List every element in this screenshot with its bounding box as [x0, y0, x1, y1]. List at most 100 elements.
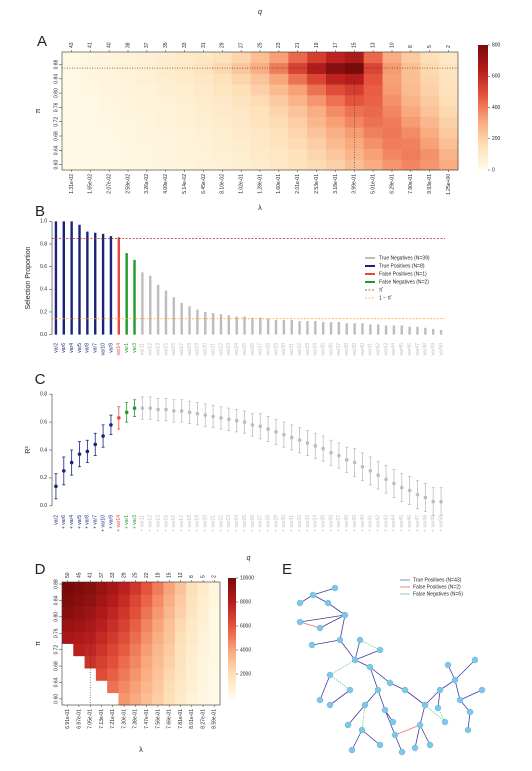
heat-cell: [152, 594, 164, 607]
network-edge: [351, 729, 363, 751]
x-tick-label: 7.81e-01: [178, 709, 184, 729]
heat-cell: [307, 52, 327, 64]
point: [329, 450, 333, 455]
heat-cell: [174, 680, 187, 694]
point: [54, 484, 58, 489]
heat-cell: [363, 84, 383, 96]
heat-cell: [156, 73, 176, 85]
x-tick-label: + var21: [210, 515, 216, 532]
heat-cell: [212, 116, 233, 128]
point: [431, 499, 436, 504]
network-node: [421, 701, 429, 709]
heat-cell: [439, 159, 459, 171]
heat-cell: [156, 159, 176, 171]
point: [85, 449, 90, 454]
x-tick-label: + var17: [179, 515, 185, 532]
x-tick-label: 9.93e-01: [427, 174, 433, 194]
network-node: [376, 646, 384, 654]
network-edge: [319, 614, 346, 629]
heat-cell: [307, 94, 327, 107]
top-tick-label: 8: [189, 575, 195, 578]
heat-cell: [80, 116, 101, 128]
y-tick-label: 0.80: [53, 612, 59, 622]
heat-cell: [174, 618, 187, 632]
top-tick-label: 5: [427, 45, 433, 48]
y-tick-label: 0.72: [53, 117, 59, 127]
heat-cell: [212, 73, 233, 85]
legend-label: True Positives (N=43): [413, 577, 462, 583]
heat-cell: [194, 116, 214, 128]
heat-cell: [326, 116, 346, 128]
heat-cell: [107, 680, 119, 694]
heat-cell: [73, 631, 85, 644]
x-tick-label: + var22: [218, 515, 224, 532]
heat-cell: [95, 582, 108, 595]
heat-cell: [307, 159, 327, 171]
heat-cell: [382, 52, 402, 64]
top-tick-label: 40: [106, 42, 112, 48]
y-tick-label: 0.80: [53, 88, 59, 98]
x-tick-label: var49: [431, 343, 437, 356]
heat-cell: [401, 73, 421, 85]
bar: [243, 316, 246, 335]
x-tick-label: + var15: [163, 515, 169, 532]
network-node: [386, 679, 394, 687]
heat-cell: [186, 582, 198, 595]
network-node: [351, 656, 359, 664]
x-tick-label: 4.09e-02: [163, 174, 169, 194]
network-node: [381, 706, 389, 714]
heat-cell: [118, 631, 131, 644]
heat-cell: [420, 52, 440, 64]
x-tick-label: + var23: [226, 515, 232, 532]
x-tick-label: 8.01e-01: [189, 709, 195, 729]
heat-cell: [141, 606, 153, 620]
x-tick-label: var22: [218, 343, 224, 356]
network-edge: [312, 587, 336, 596]
network-node: [471, 656, 479, 664]
x-tick-label: var34: [313, 343, 319, 356]
y-tick-label: 0.60: [53, 694, 59, 704]
heat-cell: [118, 127, 138, 139]
x-tick-label: 2.07e-02: [106, 174, 112, 194]
x-tick-label: 1.31e-02: [69, 174, 75, 194]
network-node: [316, 696, 324, 704]
x-tick-label: var1: [124, 343, 130, 353]
heat-cell: [439, 116, 459, 128]
heat-cell: [80, 94, 101, 107]
heat-cell: [197, 631, 210, 644]
heat-cell: [137, 73, 157, 85]
x-tick-label: + var9: [108, 515, 114, 529]
heat-cell: [163, 692, 176, 706]
network-edge: [339, 614, 346, 641]
point: [399, 485, 404, 490]
colorbar-label: 600: [492, 74, 501, 80]
y-axis-title: π: [35, 641, 42, 646]
heat-cell: [95, 606, 108, 620]
heat-cell: [175, 73, 195, 85]
heat-cell: [163, 643, 176, 657]
x-tick-label: + var7: [93, 515, 99, 529]
network-edge: [329, 689, 351, 706]
colorbar-label: 0: [492, 167, 495, 173]
bar: [306, 321, 309, 335]
heat-cell: [208, 692, 221, 706]
network-node: [398, 748, 406, 756]
top-tick-label: 25: [133, 572, 139, 578]
heat-cell: [186, 655, 198, 669]
y-tick-label: 0.88: [53, 579, 59, 589]
colorbar-label: 200: [492, 136, 501, 142]
heat-cell: [382, 105, 402, 117]
heat-cell: [175, 116, 195, 128]
heat-cell: [439, 62, 459, 74]
x-tick-label: + var13: [155, 515, 161, 532]
heat-cell: [129, 643, 142, 657]
heat-cell: [197, 618, 210, 632]
heat-cell: [307, 105, 327, 117]
bar: [282, 319, 286, 335]
heat-cell: [62, 159, 82, 171]
heat-cell: [174, 655, 187, 669]
heat-cell: [382, 116, 402, 128]
heat-cell: [99, 73, 119, 85]
network-node: [316, 624, 324, 632]
x-tick-label: 7.30e-01: [121, 709, 127, 729]
